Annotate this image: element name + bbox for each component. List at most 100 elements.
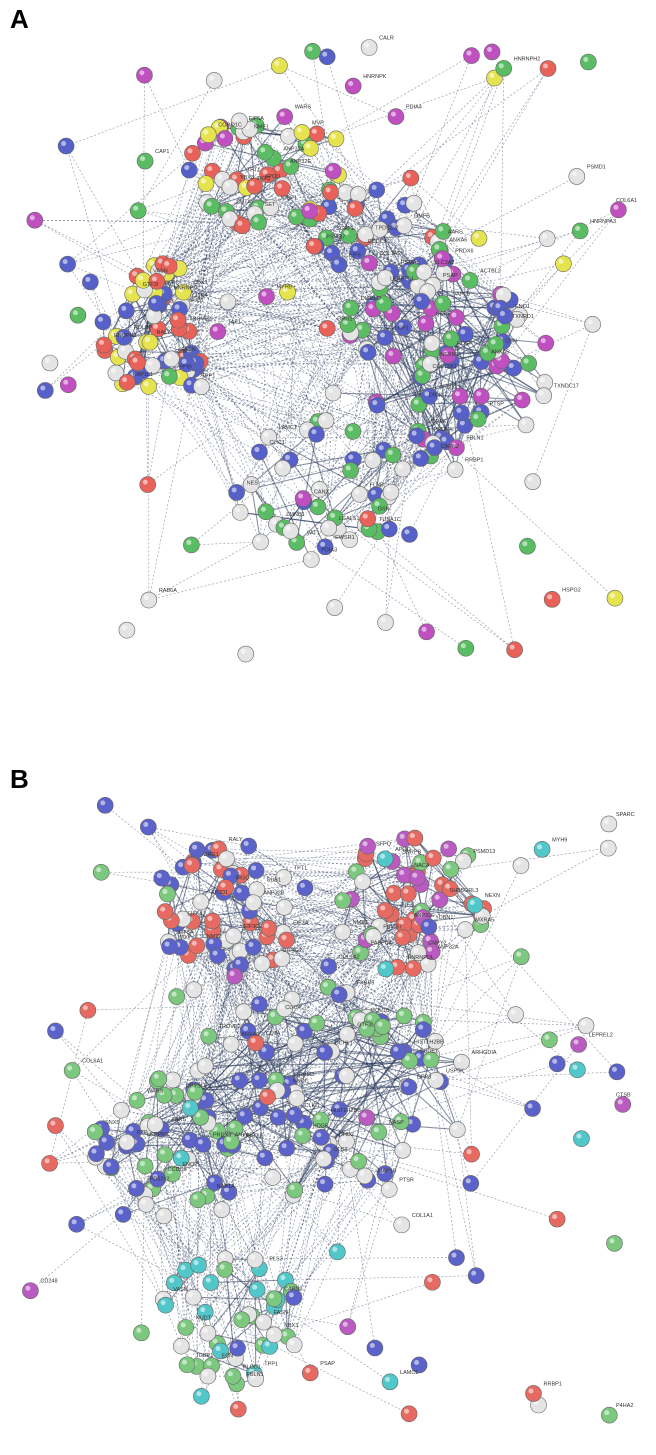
node-highlight bbox=[393, 1046, 399, 1052]
protein-node bbox=[334, 892, 352, 909]
protein-node bbox=[240, 837, 257, 855]
edge bbox=[266, 174, 339, 297]
node-circle bbox=[535, 387, 553, 404]
protein-node bbox=[221, 178, 239, 196]
edge bbox=[328, 206, 367, 349]
node-highlight bbox=[215, 1345, 221, 1351]
protein-node bbox=[247, 1370, 265, 1388]
node-label: CNPY2 bbox=[428, 941, 446, 947]
node-highlight bbox=[243, 841, 249, 847]
protein-node bbox=[133, 1324, 150, 1342]
protein-node bbox=[305, 237, 323, 255]
edge bbox=[136, 945, 204, 1101]
protein-node bbox=[394, 1142, 412, 1159]
protein-node bbox=[405, 194, 423, 212]
node-circle bbox=[129, 202, 147, 220]
edge bbox=[244, 1097, 297, 1117]
node-highlight bbox=[209, 1177, 215, 1183]
protein-node bbox=[264, 1169, 282, 1186]
edge bbox=[217, 331, 442, 438]
protein-node bbox=[573, 1130, 590, 1147]
edge bbox=[236, 222, 452, 340]
edge bbox=[233, 837, 415, 874]
node-highlight bbox=[523, 358, 529, 364]
node-highlight bbox=[547, 594, 553, 600]
node-circle bbox=[68, 1216, 85, 1233]
node-circle bbox=[524, 473, 542, 490]
edge bbox=[440, 1081, 533, 1109]
protein-node bbox=[216, 1261, 234, 1278]
protein-node bbox=[265, 1326, 283, 1344]
node-label: TPP1 bbox=[202, 373, 216, 379]
node-highlight bbox=[231, 174, 237, 180]
node-circle bbox=[423, 334, 441, 352]
node-circle bbox=[255, 1313, 272, 1331]
edge bbox=[188, 955, 373, 1021]
node-highlight bbox=[186, 380, 192, 386]
node-highlight bbox=[380, 617, 386, 623]
node-circle bbox=[234, 217, 251, 235]
node-highlight bbox=[380, 905, 386, 911]
protein-node bbox=[98, 1134, 115, 1151]
edge bbox=[532, 324, 593, 482]
edge bbox=[293, 1137, 322, 1298]
node-circle bbox=[466, 896, 484, 914]
edge bbox=[65, 65, 280, 147]
node-circle bbox=[247, 862, 265, 879]
node-label: MAP1B bbox=[378, 1168, 397, 1174]
node-circle bbox=[400, 1405, 418, 1423]
network-graph-a: ANP32EANP32ANME1SETEIF5ATPT1CUTAIGBP1WAR… bbox=[26, 36, 637, 663]
protein-node bbox=[168, 988, 185, 1005]
node-circle bbox=[601, 1406, 618, 1424]
edge bbox=[469, 209, 619, 281]
protein-node bbox=[462, 1175, 480, 1192]
protein-node bbox=[512, 857, 530, 874]
node-highlight bbox=[141, 1199, 147, 1205]
node-highlight bbox=[240, 649, 246, 655]
node-highlight bbox=[224, 213, 230, 219]
edge bbox=[365, 234, 394, 357]
node-label: ARHGDIA bbox=[472, 1050, 497, 1056]
node-highlight bbox=[328, 388, 334, 394]
protein-node bbox=[334, 923, 352, 941]
node-highlight bbox=[139, 70, 145, 76]
node-highlight bbox=[509, 644, 515, 650]
edge bbox=[460, 395, 523, 401]
node-highlight bbox=[110, 367, 116, 373]
edge bbox=[222, 179, 415, 273]
protein-node bbox=[41, 1155, 58, 1172]
node-highlight bbox=[176, 1341, 182, 1347]
node-highlight bbox=[278, 872, 284, 878]
protein-node bbox=[344, 77, 362, 95]
node-highlight bbox=[140, 1161, 146, 1167]
edge bbox=[186, 210, 310, 365]
edge bbox=[181, 304, 378, 406]
protein-node bbox=[412, 450, 430, 467]
node-highlight bbox=[257, 1340, 263, 1346]
protein-node bbox=[229, 1339, 246, 1357]
node-highlight bbox=[159, 1090, 165, 1096]
protein-node bbox=[102, 1158, 120, 1176]
node-circle bbox=[26, 211, 44, 229]
protein-node bbox=[250, 996, 268, 1013]
protein-node bbox=[401, 526, 418, 543]
protein-node bbox=[376, 329, 394, 346]
node-highlight bbox=[342, 1321, 348, 1327]
node-circle bbox=[251, 443, 268, 461]
node-highlight bbox=[311, 1018, 317, 1024]
protein-node bbox=[200, 126, 217, 143]
edge bbox=[437, 241, 517, 320]
label-layer: ANP32EANP32ANME1SETEIF5ATPT1CUTAIGBP1WAR… bbox=[114, 36, 637, 595]
node-circle bbox=[418, 623, 435, 641]
node-label: AP3D1 bbox=[439, 384, 456, 390]
protein-node bbox=[426, 439, 443, 456]
edge bbox=[220, 1306, 275, 1352]
node-highlight bbox=[443, 350, 449, 356]
node-highlight bbox=[312, 501, 318, 507]
node-label: CLIC1 bbox=[304, 1103, 320, 1109]
node-highlight bbox=[40, 385, 46, 391]
protein-node bbox=[148, 273, 166, 290]
node-circle bbox=[269, 1109, 287, 1126]
node-highlight bbox=[231, 487, 237, 493]
node-highlight bbox=[188, 984, 194, 990]
